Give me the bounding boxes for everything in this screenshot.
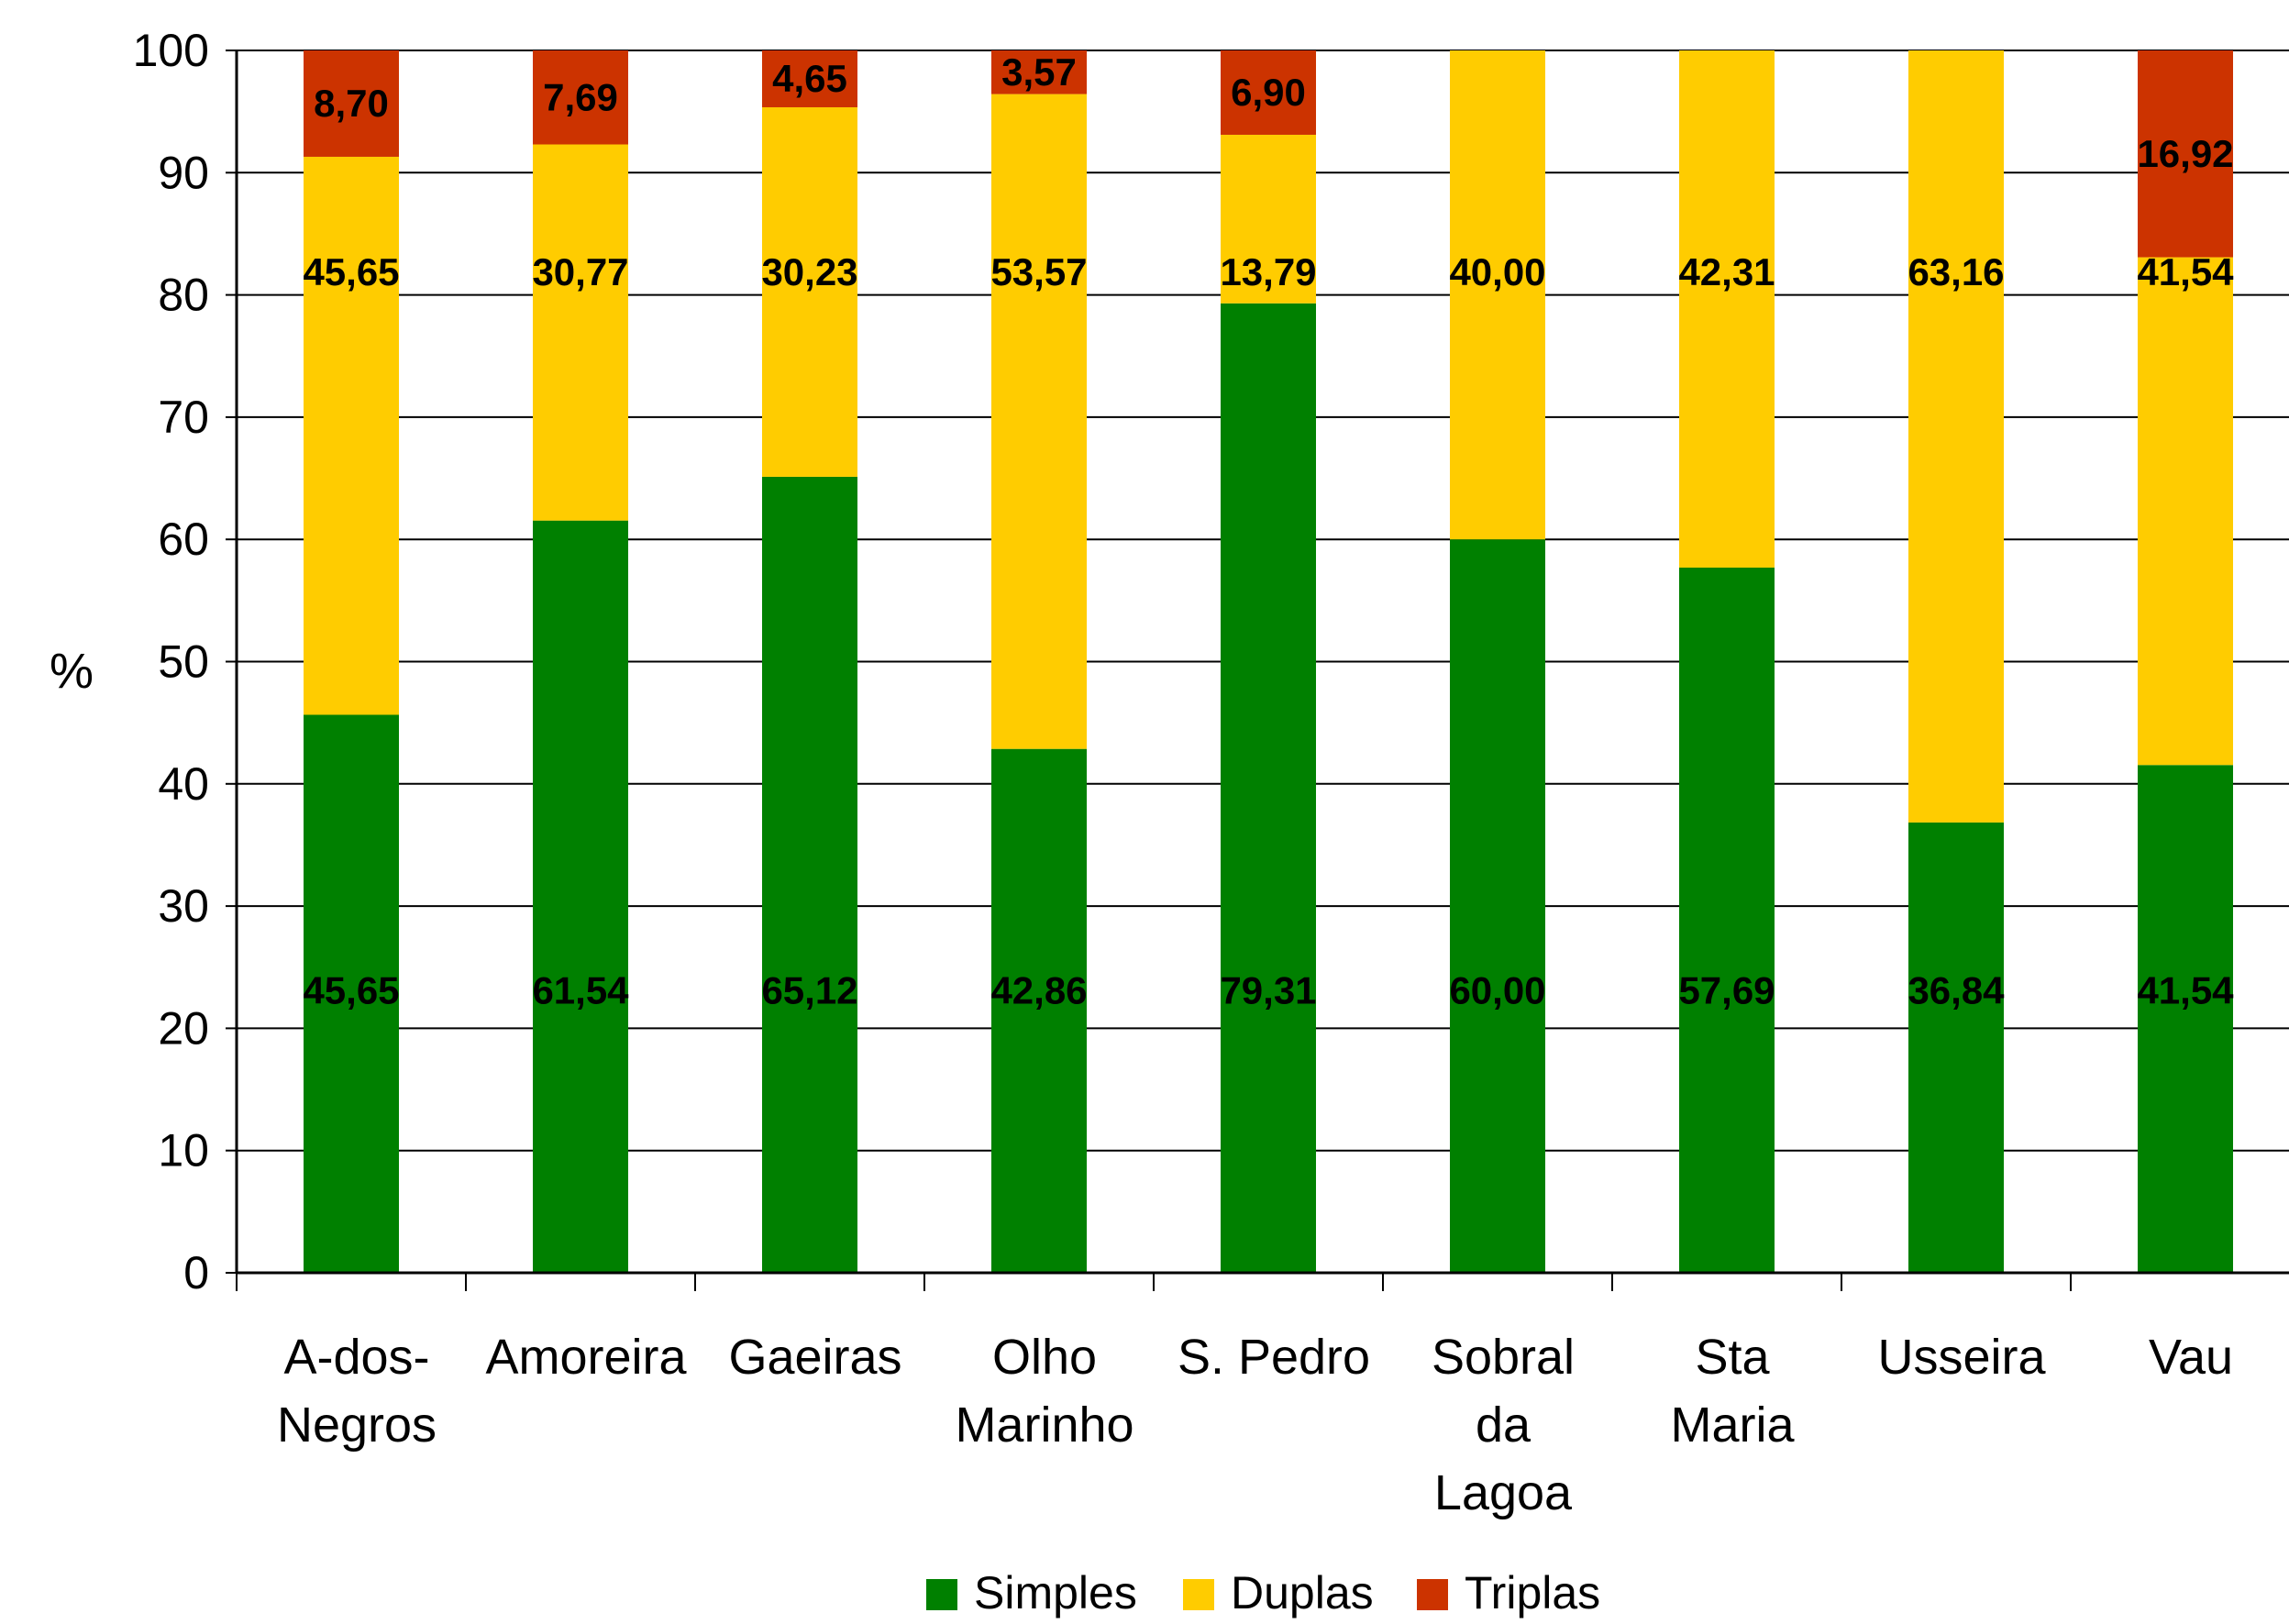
x-category-labels: A-dos-Negros Amoreira Gaeiras Olho Marinho S.… [277,1330,2233,1520]
category-label: S. Pedro [1178,1330,1370,1385]
category-label: Sobral da Lagoa [1432,1330,1575,1520]
legend-label-triplas: Triplas [1465,1567,1600,1618]
bar-simples-4 [1221,303,1316,1273]
data-label-simples: 57,69 [1678,969,1775,1012]
bar-duplas-3 [991,94,1087,749]
bar-simples-5 [1450,539,1545,1273]
axes [226,50,2289,1291]
data-label-simples: 61,54 [532,969,629,1012]
data-label-simples: 79,31 [1220,969,1316,1012]
y-tick-label: 20 [158,1002,209,1054]
y-tick-label: 100 [133,25,209,76]
legend-swatch-simples [926,1579,957,1610]
bar-duplas-7 [1908,50,2004,823]
y-tick-labels: 0 10 20 30 40 50 60 70 80 90 100 [133,25,209,1298]
y-tick-label: 90 [158,147,209,198]
bar-simples-2 [762,476,857,1273]
bar-simples-8 [2138,765,2233,1273]
bar-duplas-2 [762,106,857,477]
data-label-duplas: 40,00 [1449,250,1545,293]
legend-swatch-duplas [1183,1579,1214,1610]
bar-simples-3 [991,748,1087,1273]
legend: Simples Duplas Triplas [926,1567,1600,1618]
category-label: Vau [2149,1330,2233,1385]
legend-label-duplas: Duplas [1231,1567,1374,1618]
bar-triplas-3 [991,50,1087,94]
bar-duplas-1 [533,144,628,521]
bar-duplas-0 [304,156,399,715]
bar-triplas-8 [2138,50,2233,258]
data-label-triplas: 8,70 [314,82,389,125]
y-tick-label: 0 [183,1247,209,1298]
data-label-simples: 36,84 [1908,969,2005,1012]
data-label-triplas: 4,65 [772,57,847,100]
data-label-duplas: 42,31 [1678,250,1775,293]
data-label-simples: 42,86 [990,969,1087,1012]
data-label-triplas: 6,90 [1231,71,1306,114]
y-tick-label: 30 [158,880,209,932]
category-label: Usseira [1877,1330,2046,1385]
data-label-duplas: 45,65 [303,250,399,293]
data-label-simples: 41,54 [2137,969,2234,1012]
bar-duplas-8 [2138,257,2233,766]
bar-triplas-4 [1221,50,1316,135]
bar-triplas-2 [762,50,857,107]
y-tick-label: 60 [158,514,209,565]
legend-label-simples: Simples [974,1567,1137,1618]
bar-duplas-5 [1450,50,1545,540]
category-label: A-dos-Negros [277,1330,437,1453]
category-label: Olho Marinho [955,1330,1133,1453]
bar-duplas-4 [1221,134,1316,304]
data-label-simples: 65,12 [761,969,857,1012]
bars [304,50,2233,1273]
data-label-duplas: 63,16 [1908,250,2004,293]
legend-swatch-triplas [1417,1579,1448,1610]
data-label-duplas: 41,54 [2137,250,2234,293]
data-label-simples: 60,00 [1449,969,1545,1012]
bar-triplas-1 [533,50,628,145]
bar-simples-1 [533,520,628,1273]
data-label-triplas: 3,57 [1001,50,1077,94]
category-label: Sta Maria [1670,1330,1795,1453]
category-label: Amoreira [485,1330,687,1385]
data-labels: 45,65 45,65 8,70 61,54 30,77 7,69 65,12 30,23 4,… [303,50,2234,1012]
bar-simples-6 [1679,567,1775,1273]
y-tick-label: 80 [158,270,209,321]
y-tick-label: 50 [158,636,209,688]
data-label-duplas: 30,77 [532,250,628,293]
y-tick-label: 40 [158,758,209,810]
bar-simples-7 [1908,822,2004,1273]
data-label-triplas: 16,92 [2137,132,2233,175]
y-axis-title: % [50,644,94,699]
bar-duplas-6 [1679,50,1775,568]
category-label: Gaeiras [728,1330,901,1385]
data-label-duplas: 53,57 [990,250,1087,293]
bar-triplas-0 [304,50,399,157]
data-label-triplas: 7,69 [543,75,618,118]
data-label-duplas: 30,23 [761,250,857,293]
bar-simples-0 [304,714,399,1273]
data-label-simples: 45,65 [303,969,399,1012]
y-tick-label: 10 [158,1125,209,1177]
data-label-duplas: 13,79 [1220,250,1316,293]
y-tick-label: 70 [158,392,209,443]
